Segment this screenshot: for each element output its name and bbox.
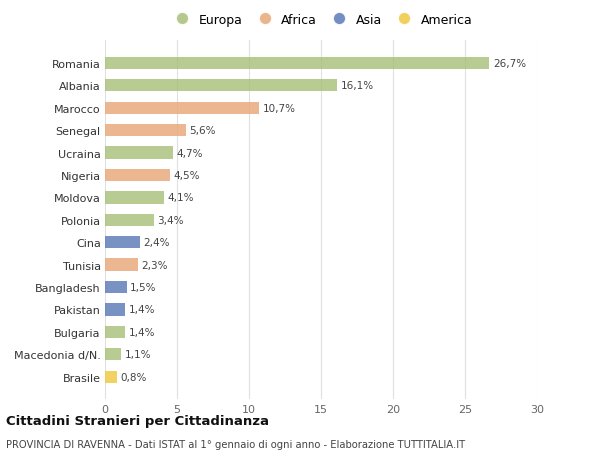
Bar	[105, 259, 138, 271]
Bar	[105, 169, 170, 182]
Bar	[105, 147, 173, 159]
Text: 5,6%: 5,6%	[189, 126, 216, 136]
Legend: Europa, Africa, Asia, America: Europa, Africa, Asia, America	[170, 13, 472, 27]
Bar	[105, 80, 337, 92]
Text: 1,4%: 1,4%	[129, 327, 155, 337]
Text: 4,5%: 4,5%	[173, 171, 200, 180]
Text: 4,7%: 4,7%	[176, 148, 203, 158]
Bar	[105, 125, 185, 137]
Text: PROVINCIA DI RAVENNA - Dati ISTAT al 1° gennaio di ogni anno - Elaborazione TUTT: PROVINCIA DI RAVENNA - Dati ISTAT al 1° …	[6, 440, 465, 449]
Text: 16,1%: 16,1%	[340, 81, 374, 91]
Bar	[105, 236, 140, 249]
Text: 1,5%: 1,5%	[130, 282, 157, 292]
Bar	[105, 102, 259, 115]
Bar	[105, 57, 490, 70]
Text: 26,7%: 26,7%	[493, 59, 526, 69]
Bar	[105, 281, 127, 294]
Text: 3,4%: 3,4%	[158, 215, 184, 225]
Bar	[105, 326, 125, 338]
Text: 10,7%: 10,7%	[263, 103, 296, 113]
Bar	[105, 304, 125, 316]
Bar	[105, 192, 164, 204]
Bar	[105, 348, 121, 361]
Text: 4,1%: 4,1%	[167, 193, 194, 203]
Text: 2,4%: 2,4%	[143, 238, 170, 248]
Text: 1,4%: 1,4%	[129, 305, 155, 315]
Text: 0,8%: 0,8%	[120, 372, 146, 382]
Text: 1,1%: 1,1%	[124, 350, 151, 359]
Bar	[105, 371, 116, 383]
Bar	[105, 214, 154, 226]
Text: 2,3%: 2,3%	[142, 260, 168, 270]
Text: Cittadini Stranieri per Cittadinanza: Cittadini Stranieri per Cittadinanza	[6, 414, 269, 428]
